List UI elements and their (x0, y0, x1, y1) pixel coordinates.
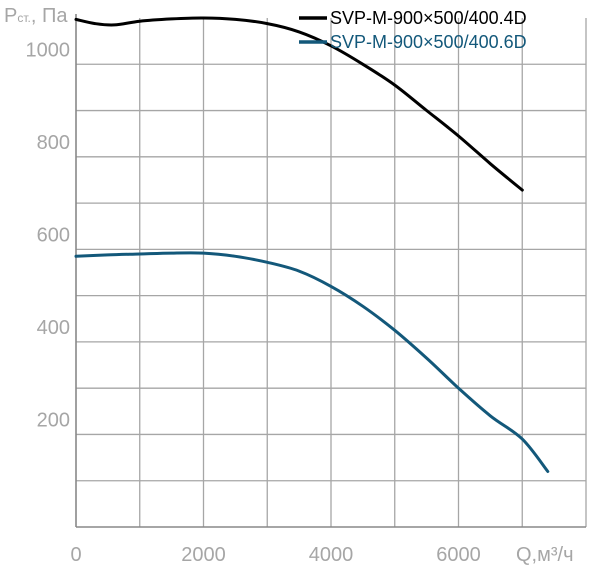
x-tick-label-0: 0 (70, 544, 81, 566)
tick-labels: 0 2000 4000 6000 200 400 600 800 1000 (26, 39, 481, 566)
legend: SVP-M-900×500/400.4D SVP-M-900×500/400.6… (299, 8, 527, 52)
y-tick-label-4: 1000 (26, 39, 71, 61)
grid (76, 18, 587, 527)
series-line-0 (74, 16, 524, 192)
series-lines (74, 16, 550, 473)
axes (75, 14, 586, 528)
y-axis-label-main: P (4, 5, 17, 27)
y-axis-label-sub: ст. (17, 11, 31, 25)
legend-label-1: SVP-M-900×500/400.6D (330, 32, 527, 52)
y-tick-label-2: 600 (37, 224, 70, 246)
x-tick-label-3: 6000 (436, 544, 481, 566)
x-tick-label-1: 2000 (181, 544, 226, 566)
y-tick-label-1: 400 (37, 317, 70, 339)
x-axis-label: Q,м³/ч (516, 544, 574, 566)
x-tick-label-2: 4000 (309, 544, 354, 566)
y-tick-label-0: 200 (37, 409, 70, 431)
y-axis-label-unit: , Па (31, 5, 68, 27)
series-line-1 (74, 251, 550, 473)
y-axis-label: Pст., Па (4, 5, 68, 27)
legend-label-0: SVP-M-900×500/400.4D (330, 8, 527, 28)
y-tick-label-3: 800 (37, 132, 70, 154)
